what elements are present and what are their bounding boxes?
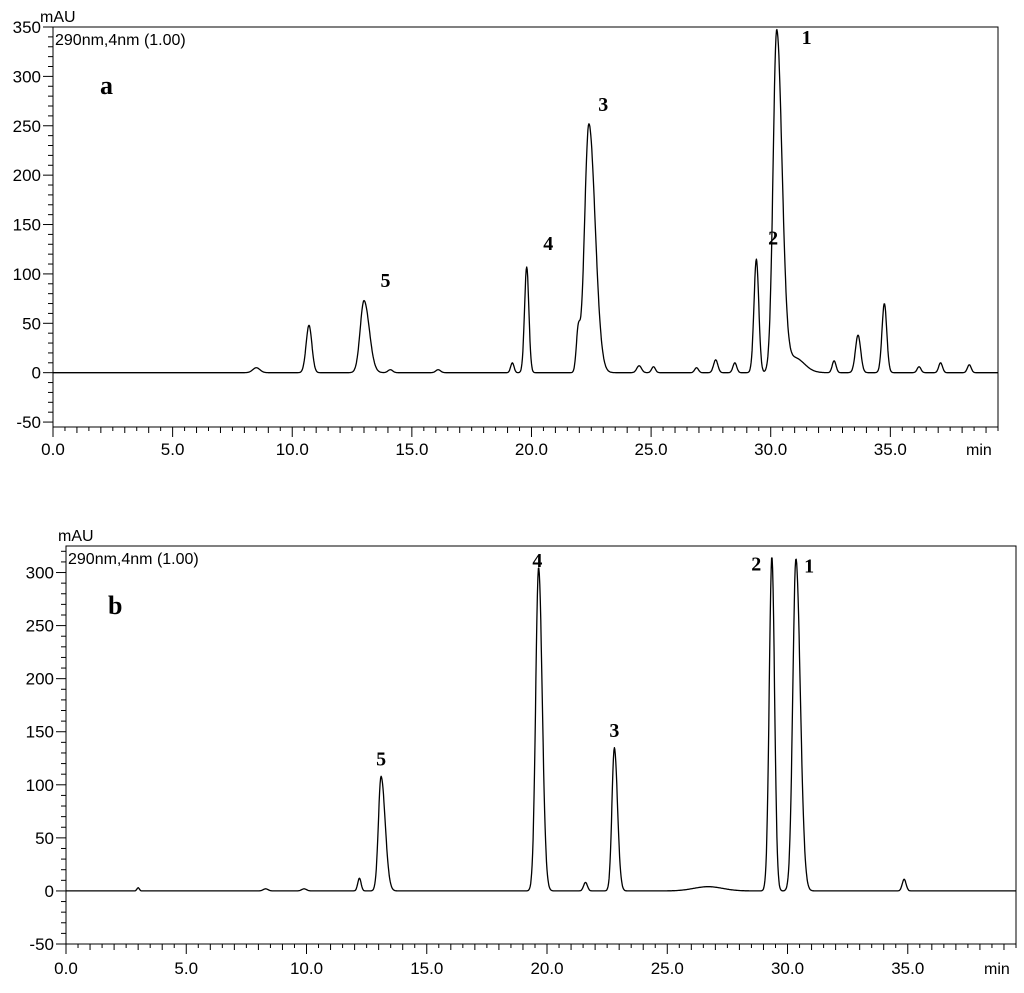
x-tick-label-a: 25.0	[635, 440, 668, 459]
detector-label-b: 290nm,4nm (1.00)	[68, 551, 199, 568]
x-axis-unit-a: min	[966, 442, 992, 459]
peak-label-b: 2	[751, 553, 761, 575]
y-tick-label-a: -50	[16, 413, 41, 432]
x-tick-label-b: 0.0	[54, 959, 78, 978]
y-tick-label-a: 100	[13, 265, 41, 284]
peak-label-a: 1	[802, 27, 812, 49]
y-tick-label-b: 150	[26, 723, 54, 742]
y-tick-label-a: 250	[13, 117, 41, 136]
y-tick-label-a: 300	[13, 67, 41, 86]
x-tick-label-b: 5.0	[174, 959, 198, 978]
y-tick-label-b: 200	[26, 670, 54, 689]
axis-ticks-a: 0.0 5.0 10.0 15.0 20.0 25.0 30.0 35.0 -50 0 50 100 1…	[13, 18, 999, 459]
x-tick-label-b: 10.0	[290, 959, 323, 978]
chromatogram-trace-b	[65, 557, 1017, 892]
y-tick-label-a: 0	[32, 364, 41, 383]
y-tick-label-a: 350	[13, 18, 41, 37]
peak-labels-b: 1 2 3 4 5	[376, 550, 814, 770]
chromatogram-trace-a	[52, 28, 999, 374]
detector-label-a: 290nm,4nm (1.00)	[55, 32, 186, 49]
plot-frame-a	[52, 26, 999, 428]
y-tick-label-a: 150	[13, 216, 41, 235]
panel-letter-b: b	[108, 591, 122, 620]
peak-label-a: 5	[381, 270, 391, 292]
x-tick-label-b: 20.0	[530, 959, 563, 978]
x-tick-label-b: 15.0	[410, 959, 443, 978]
peak-label-b: 3	[609, 720, 619, 742]
y-tick-label-b: 250	[26, 617, 54, 636]
x-tick-label-a: 15.0	[395, 440, 428, 459]
y-tick-label-a: 200	[13, 166, 41, 185]
peak-label-a: 4	[543, 233, 553, 255]
x-axis-unit-b: min	[984, 961, 1010, 978]
x-tick-label-b: 25.0	[651, 959, 684, 978]
peak-label-b: 4	[532, 550, 542, 572]
y-tick-label-b: -50	[29, 935, 54, 954]
y-tick-label-b: 0	[45, 882, 54, 901]
panel-letter-a: a	[100, 71, 113, 100]
x-tick-label-a: 10.0	[276, 440, 309, 459]
x-tick-label-b: 30.0	[771, 959, 804, 978]
x-tick-label-a: 30.0	[754, 440, 787, 459]
plot-frame-b	[65, 545, 1017, 945]
y-tick-label-b: 300	[26, 564, 54, 583]
x-tick-label-a: 5.0	[161, 440, 185, 459]
chart-panel-b: mAU 290nm,4nm (1.00) b min 0.0 5.0 10.0 15.…	[26, 528, 1017, 978]
x-tick-label-b: 35.0	[891, 959, 924, 978]
axis-ticks-b: 0.0 5.0 10.0 15.0 20.0 25.0 30.0 35.0 -50 0 50 100 1…	[26, 550, 1017, 978]
peak-label-a: 2	[768, 227, 778, 249]
peak-label-b: 5	[376, 749, 386, 771]
x-tick-label-a: 35.0	[874, 440, 907, 459]
x-tick-label-a: 0.0	[41, 440, 65, 459]
y-tick-label-b: 50	[35, 829, 54, 848]
peak-labels-a: 1 2 3 4 5	[381, 27, 812, 292]
y-tick-label-b: 100	[26, 776, 54, 795]
chart-panel-a: mAU 290nm,4nm (1.00) a min 0.0 5.0 10.0 15.…	[13, 9, 999, 459]
peak-label-a: 3	[598, 94, 608, 116]
y-axis-unit-a: mAU	[40, 9, 76, 26]
y-axis-unit-b: mAU	[58, 528, 94, 545]
peak-label-b: 1	[804, 556, 814, 578]
y-tick-label-a: 50	[22, 314, 41, 333]
x-tick-label-a: 20.0	[515, 440, 548, 459]
